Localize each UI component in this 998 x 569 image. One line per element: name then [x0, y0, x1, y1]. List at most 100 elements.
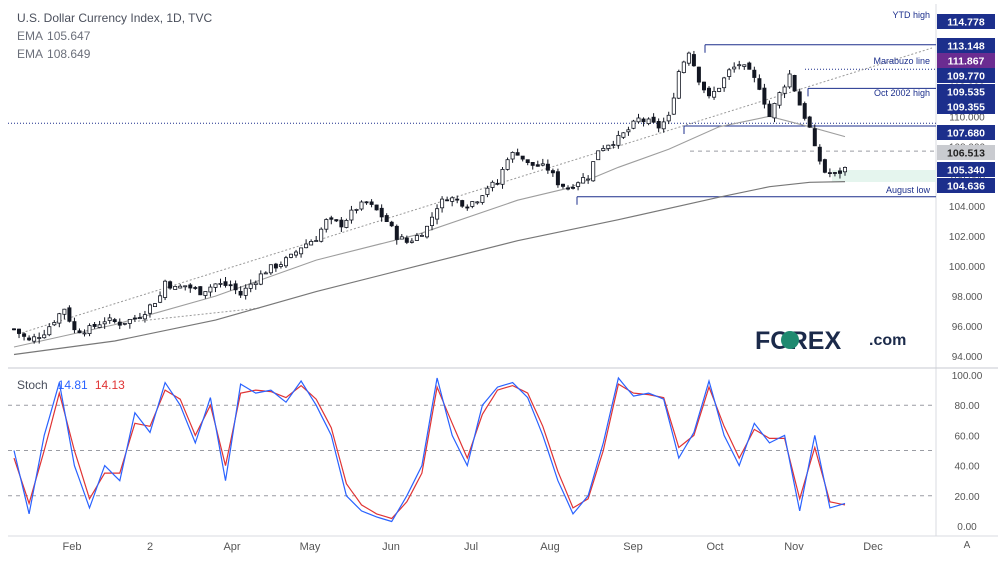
candle-body — [772, 103, 777, 119]
stoch-level-lines — [8, 404, 936, 497]
candle-body — [132, 317, 137, 320]
candle-body — [681, 61, 686, 74]
price-tag-label: 114.778 — [947, 17, 985, 29]
candle-body — [349, 209, 354, 221]
candle-body — [742, 64, 747, 67]
candle-body — [505, 159, 510, 170]
price-tick-label: 98.000 — [952, 292, 983, 303]
candle-body — [178, 285, 183, 289]
candle-body — [27, 337, 32, 341]
candle-body — [147, 304, 152, 314]
candle-body — [450, 197, 455, 202]
time-tick-label: May — [300, 541, 321, 553]
candle-body — [591, 161, 596, 182]
stoch-tick-label: 20.00 — [954, 492, 979, 503]
candle-body — [319, 228, 324, 242]
price-tag-bg — [937, 145, 995, 160]
time-tick-label: Nov — [784, 541, 804, 553]
candle-body — [419, 234, 424, 237]
candle-body — [691, 54, 696, 67]
price-tag-bg — [937, 162, 995, 177]
price-tag-label: 109.355 — [947, 102, 985, 114]
candle-body — [82, 332, 87, 335]
candles — [11, 50, 848, 344]
stoch-k-line — [13, 376, 846, 523]
stoch-d-line — [13, 383, 846, 520]
candle-body — [510, 151, 515, 160]
price-tag-label: 107.680 — [947, 128, 985, 140]
candle-body — [288, 253, 293, 258]
oct2002-high-label: Oct 2002 high — [874, 88, 930, 98]
candle-body — [142, 314, 147, 320]
candle-body — [515, 152, 520, 156]
candle-body — [52, 322, 57, 326]
forex-logo: FOREX .com — [755, 327, 906, 355]
candle-body — [550, 170, 555, 174]
scale-mode-button[interactable]: A — [964, 540, 971, 551]
candle-body — [22, 333, 27, 337]
stoch-tick-label: 0.00 — [957, 522, 977, 533]
candle-body — [188, 284, 193, 289]
logo-dot-icon — [781, 331, 799, 349]
trendlines — [17, 47, 936, 335]
candle-body — [666, 114, 671, 122]
candle-body — [807, 116, 812, 128]
ema-legend-1: EMA 105.647 — [17, 29, 91, 43]
candle-body — [702, 81, 707, 91]
candle-body — [530, 161, 535, 166]
candle-body — [299, 247, 304, 255]
candle-body — [601, 147, 606, 151]
candle-body — [414, 235, 419, 241]
candle-body — [32, 336, 37, 342]
candle-body — [354, 208, 359, 211]
candle-body — [399, 236, 404, 240]
candle-body — [762, 87, 767, 105]
candle-body — [223, 281, 228, 286]
candle-body — [273, 263, 278, 269]
candle-body — [127, 318, 132, 324]
candle-body — [717, 87, 722, 92]
candle-body — [626, 129, 631, 133]
candle-body — [77, 330, 82, 334]
price-tick-label: 104.000 — [949, 202, 986, 213]
candle-body — [117, 321, 122, 326]
price-tag-bg — [937, 68, 995, 83]
price-tick-label: 100.000 — [949, 262, 986, 273]
price-tag-label: 104.636 — [947, 181, 985, 193]
candle-body — [757, 78, 762, 90]
price-tag-label: 111.867 — [948, 56, 985, 68]
stoch-k-value: 14.81 — [58, 378, 88, 392]
candle-body — [500, 168, 505, 185]
candle-body — [429, 216, 434, 226]
candle-body — [394, 225, 399, 240]
candle-body — [747, 62, 752, 70]
candle-body — [62, 308, 67, 315]
price-tick-label: 96.000 — [952, 322, 983, 333]
candle-body — [112, 319, 117, 323]
candle-body — [409, 240, 414, 243]
candle-body — [812, 128, 817, 147]
stoch-legend: Stoch 14.81 14.13 — [17, 378, 125, 392]
candle-body — [263, 272, 268, 275]
price-tag-label: 113.148 — [947, 41, 985, 53]
candle-body — [686, 52, 691, 64]
candle-body — [817, 146, 822, 162]
candle-body — [168, 281, 173, 289]
candle-body — [97, 324, 102, 328]
candle-body — [228, 284, 233, 287]
candle-body — [571, 186, 576, 189]
logo-suffix: .com — [869, 332, 906, 349]
candle-body — [440, 198, 445, 209]
candle-body — [661, 121, 666, 130]
candle-body — [707, 87, 712, 97]
candle-body — [369, 201, 374, 205]
stoch-tick-label: 40.00 — [954, 462, 979, 473]
candle-body — [334, 219, 339, 222]
candle-body — [561, 183, 566, 187]
candle-body — [832, 172, 837, 174]
time-tick-label: Apr — [223, 541, 240, 553]
candle-body — [278, 264, 283, 267]
candle-body — [258, 273, 263, 285]
